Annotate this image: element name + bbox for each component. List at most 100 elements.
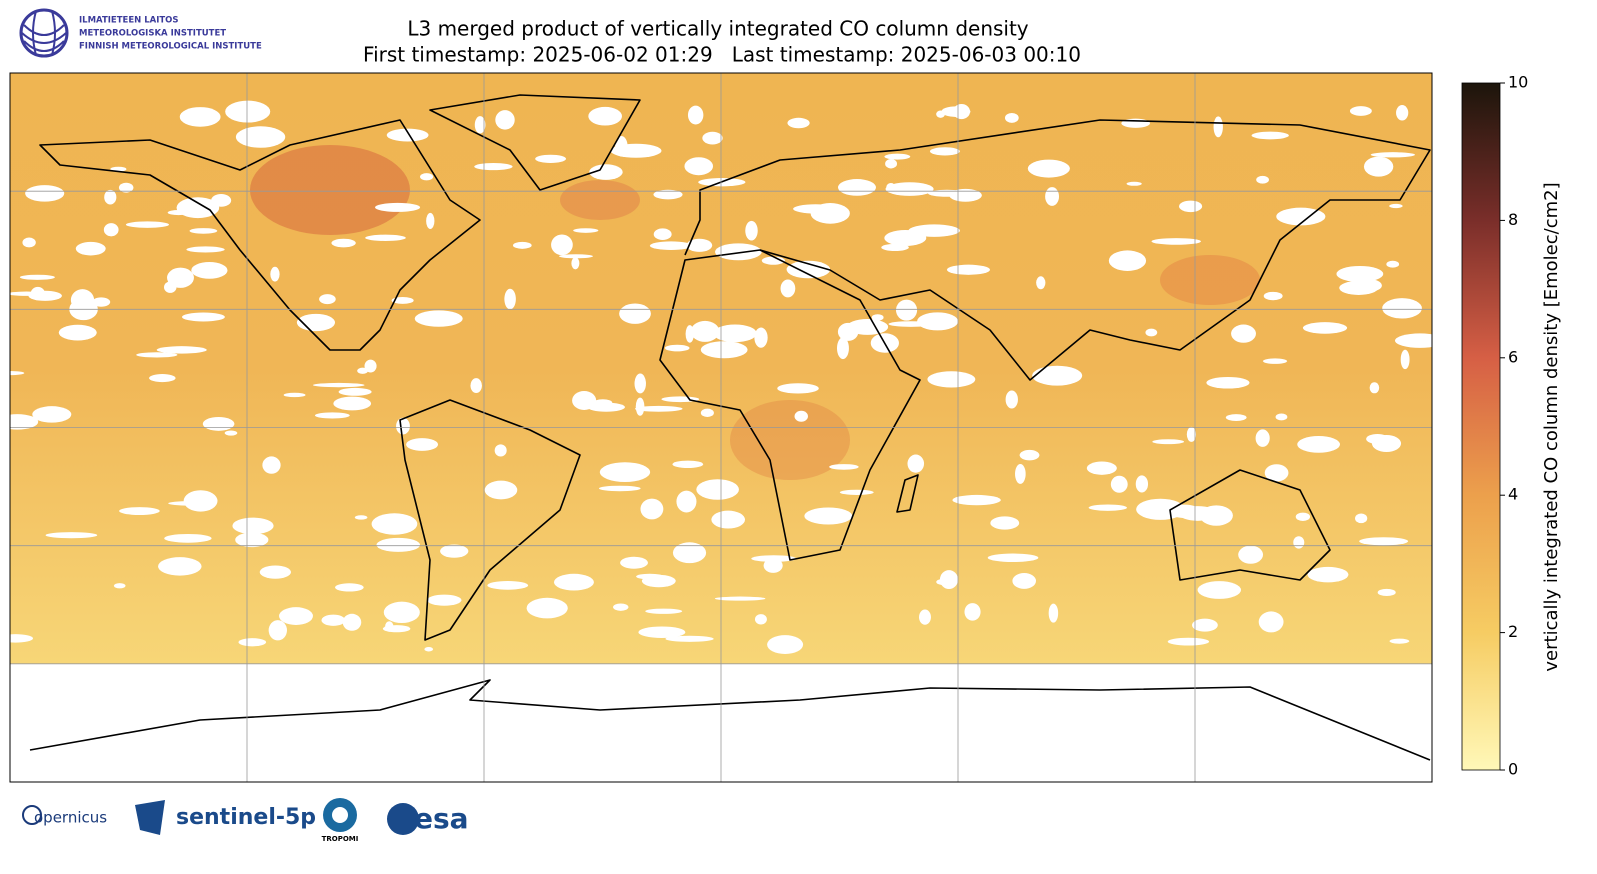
- cloud-gap: [1206, 376, 1250, 389]
- cloud-gap: [179, 107, 221, 127]
- logo-text: opernicus: [34, 809, 107, 827]
- cloud-gap: [183, 490, 218, 512]
- australia: [1169, 469, 1331, 581]
- cloud-gap: [283, 392, 306, 398]
- cloud-gap: [262, 456, 281, 474]
- cloud-gap: [653, 189, 683, 200]
- cloud-gap: [365, 234, 406, 242]
- cloud-gap: [1255, 429, 1270, 447]
- cloud-gap: [886, 183, 896, 191]
- colorbar-tick-label: 0: [1508, 760, 1518, 779]
- cloud-gap: [224, 430, 238, 436]
- cloud-gap: [829, 464, 859, 470]
- cloud-gap: [526, 597, 568, 619]
- cloud-gap: [535, 154, 567, 163]
- cloud-gap: [354, 515, 368, 520]
- cloud-gap: [794, 410, 808, 422]
- cloud-gap: [149, 374, 176, 383]
- cloud-gap: [1389, 203, 1403, 209]
- cloud-gap: [314, 412, 350, 419]
- cloud-gap: [645, 608, 683, 614]
- co-hotspot: [560, 180, 640, 220]
- cloud-gap: [615, 135, 628, 157]
- cloud-gap: [572, 391, 597, 410]
- subtitle: First timestamp: 2025-06-02 01:29 Last t…: [363, 43, 1081, 67]
- cloud-gap: [1263, 358, 1288, 364]
- cloud-gap: [1302, 322, 1348, 334]
- cloud-gap: [888, 321, 934, 327]
- cloud-gap: [1004, 112, 1019, 123]
- cloud-gap: [396, 417, 410, 435]
- map: [10, 73, 1432, 782]
- cloud-gap: [1386, 260, 1400, 268]
- cloud-gap: [676, 490, 697, 513]
- cloud-gap: [635, 397, 645, 416]
- cloud-gap: [713, 324, 757, 343]
- cloud-gap: [1032, 365, 1083, 386]
- eurasia: [684, 119, 1431, 381]
- cloud-gap: [487, 581, 529, 590]
- cloud-gap: [810, 203, 850, 224]
- graticule: [10, 73, 1432, 782]
- cloud-gap: [376, 537, 421, 552]
- cloud-gap: [32, 406, 72, 423]
- co-hotspot: [250, 145, 410, 235]
- esa-icon: [387, 803, 419, 835]
- cloud-gap: [420, 173, 434, 181]
- cloud-gap: [10, 414, 39, 430]
- cloud-gap: [495, 110, 515, 130]
- madagascar: [896, 474, 919, 513]
- cloud-gap: [846, 319, 889, 335]
- cloud-gap: [504, 288, 516, 310]
- cloud-gap: [22, 237, 36, 248]
- cloud-gap: [571, 257, 580, 270]
- cloud-gap: [1027, 159, 1070, 178]
- cloud-gap: [1086, 461, 1117, 475]
- greenland: [429, 94, 641, 191]
- cloud-gap: [714, 596, 766, 601]
- cloud-gap: [189, 228, 218, 234]
- cloud-gap: [364, 359, 377, 373]
- cloud-gap: [1167, 637, 1210, 646]
- cloud-gap: [1370, 152, 1416, 158]
- cloud-gap: [167, 267, 194, 288]
- cloud-gap: [990, 516, 1020, 530]
- cloud-gap: [104, 189, 117, 205]
- cloud-gap: [474, 162, 513, 171]
- cloud-gap: [1339, 280, 1379, 295]
- cloud-gap: [119, 507, 160, 516]
- cloud-gap: [1363, 156, 1394, 177]
- south-america: [399, 399, 581, 641]
- cloud-gap: [1307, 566, 1349, 583]
- cloud-gap: [885, 182, 934, 196]
- cloud-gap: [754, 614, 767, 625]
- cloud-gap: [333, 396, 372, 411]
- cloud-gap: [634, 373, 646, 394]
- cloud-gap: [103, 223, 119, 237]
- cloud-gap: [30, 286, 46, 301]
- cloud-gap: [25, 185, 65, 202]
- co-hotspot: [1160, 255, 1260, 305]
- africa: [659, 249, 921, 561]
- cloud-gap: [941, 106, 971, 117]
- cloud-gap: [787, 117, 810, 129]
- cloud-gap: [936, 578, 954, 586]
- cloud-gap: [696, 479, 739, 500]
- cloud-gap: [1179, 200, 1203, 213]
- cloud-gap: [158, 557, 202, 576]
- cloud-gap: [321, 614, 346, 626]
- cloud-gap: [786, 260, 831, 279]
- cloud-gap: [176, 197, 220, 219]
- cloud-gap: [907, 454, 925, 473]
- cloud-gap: [946, 264, 990, 275]
- cloud-gap: [1264, 464, 1289, 482]
- cloud-gap: [767, 635, 804, 655]
- cloud-gap: [672, 460, 704, 468]
- cloud-gap: [235, 126, 286, 148]
- cloud-gap: [761, 256, 785, 265]
- cloud-gap: [319, 294, 336, 305]
- cloud-gap: [136, 352, 178, 358]
- cloud-gap: [1048, 603, 1059, 623]
- cloud-gaps: [10, 100, 1432, 655]
- cloud-gap: [1295, 512, 1311, 521]
